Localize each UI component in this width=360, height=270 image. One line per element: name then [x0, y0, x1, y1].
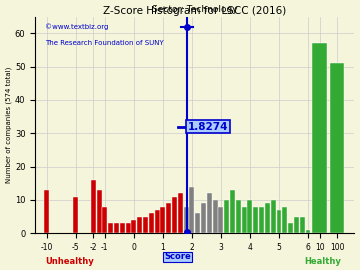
Bar: [114, 223, 119, 233]
Bar: [102, 207, 107, 233]
Y-axis label: Number of companies (574 total): Number of companies (574 total): [5, 67, 12, 183]
Bar: [96, 190, 102, 233]
Bar: [236, 200, 241, 233]
Bar: [306, 230, 310, 233]
Bar: [253, 207, 258, 233]
Text: Score: Score: [164, 252, 191, 261]
Text: Sector: Technology: Sector: Technology: [152, 5, 238, 15]
Bar: [265, 203, 270, 233]
Text: 1.8274: 1.8274: [188, 122, 229, 132]
Bar: [126, 223, 131, 233]
Title: Z-Score Histogram for LSCC (2016): Z-Score Histogram for LSCC (2016): [103, 6, 287, 16]
Bar: [219, 207, 224, 233]
Bar: [161, 207, 165, 233]
Bar: [166, 203, 171, 233]
Bar: [149, 213, 154, 233]
Bar: [300, 217, 305, 233]
Bar: [271, 200, 276, 233]
Text: ©www.textbiz.org: ©www.textbiz.org: [45, 23, 108, 30]
Bar: [44, 190, 49, 233]
Bar: [282, 207, 287, 233]
Bar: [189, 187, 194, 233]
Bar: [73, 197, 78, 233]
Bar: [137, 217, 142, 233]
Bar: [242, 207, 247, 233]
Bar: [294, 217, 299, 233]
Bar: [120, 223, 125, 233]
Bar: [91, 180, 96, 233]
Bar: [312, 43, 327, 233]
Bar: [247, 200, 252, 233]
Text: Unhealthy: Unhealthy: [46, 257, 94, 266]
Bar: [288, 223, 293, 233]
Bar: [230, 190, 235, 233]
Bar: [143, 217, 148, 233]
Bar: [207, 193, 212, 233]
Bar: [224, 200, 229, 233]
Bar: [213, 200, 217, 233]
Bar: [201, 203, 206, 233]
Bar: [276, 210, 282, 233]
Bar: [184, 207, 189, 233]
Bar: [178, 193, 183, 233]
Text: Healthy: Healthy: [304, 257, 341, 266]
Bar: [259, 207, 264, 233]
Text: The Research Foundation of SUNY: The Research Foundation of SUNY: [45, 40, 163, 46]
Bar: [330, 63, 344, 233]
Bar: [131, 220, 136, 233]
Bar: [195, 213, 200, 233]
Bar: [108, 223, 113, 233]
Bar: [154, 210, 159, 233]
Bar: [172, 197, 177, 233]
